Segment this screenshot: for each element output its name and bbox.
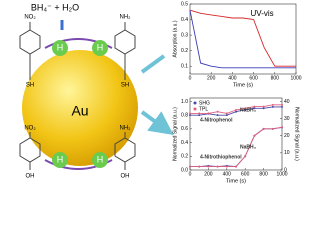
x-tick-label: 800 — [259, 171, 268, 177]
point — [225, 165, 228, 168]
point — [244, 107, 247, 110]
point — [216, 110, 219, 113]
point — [262, 107, 265, 110]
point — [262, 127, 265, 130]
y-tick-label: 0.8 — [181, 112, 188, 118]
point — [244, 155, 247, 158]
x-tick-label: 0 — [189, 171, 192, 177]
y-axis-label: Normalized Signal (a.u.) — [172, 107, 178, 161]
chart-title: UV-vis — [251, 9, 274, 18]
point — [271, 105, 274, 108]
x-tick-label: 200 — [204, 171, 213, 177]
point — [244, 108, 247, 111]
core-label: Au — [71, 103, 88, 119]
y2-tick-label: 20 — [284, 133, 290, 139]
point — [281, 103, 283, 106]
x-axis-label: Time (s) — [226, 178, 246, 184]
group-label: NH₂ — [120, 15, 132, 21]
group-label: OH — [121, 174, 130, 180]
x-tick-label: 400 — [223, 171, 232, 177]
y2-tick-label: 30 — [284, 116, 290, 122]
annotation: 4-Nitrothiophenol — [200, 154, 242, 160]
x-tick-label: 200 — [207, 75, 216, 81]
y-tick-label: 0.5 — [181, 1, 188, 7]
point — [253, 105, 256, 108]
series-line — [189, 9, 296, 67]
x-tick-label: 600 — [241, 171, 250, 177]
reagent: BH₄⁻ + H₂O — [31, 2, 79, 12]
legend-label: TPL — [199, 106, 208, 112]
x-tick-label: 1000 — [290, 75, 301, 81]
flow-arrow — [140, 54, 164, 128]
y2-tick-label: 10 — [284, 150, 290, 156]
legend-swatch — [193, 101, 197, 105]
point — [207, 112, 210, 115]
y-tick-label: 0.6 — [181, 126, 188, 132]
point — [253, 107, 256, 110]
legend-label: SHG — [199, 100, 210, 106]
point — [271, 127, 274, 130]
y-tick-label: 0.2 — [181, 154, 188, 160]
y-tick-label: 0.1 — [181, 64, 188, 70]
point — [235, 109, 237, 111]
y-tick-label: 0.2 — [181, 48, 188, 54]
molecules — [19, 22, 136, 170]
annotation: 4-Nitrophenol — [200, 117, 233, 123]
plot-frame — [189, 3, 297, 75]
legend-swatch — [193, 107, 197, 111]
h-label: H — [57, 42, 64, 52]
y-tick-label: 1.0 — [181, 99, 188, 105]
point — [271, 103, 274, 106]
point — [207, 165, 210, 168]
x-tick-label: 400 — [228, 75, 237, 81]
x-tick-label: 800 — [271, 75, 280, 81]
point — [235, 165, 237, 168]
x-tick-label: 0 — [189, 75, 192, 81]
series-line — [189, 10, 296, 69]
point — [225, 112, 228, 115]
group-label: OH — [26, 174, 35, 180]
x-tick-label: 600 — [249, 75, 258, 81]
group-label: NO₂ — [24, 126, 36, 132]
annotation: NaBH₄ — [240, 107, 257, 113]
point — [281, 126, 283, 129]
gold-particle — [22, 50, 138, 166]
y-axis-label: Absorption (a.u.) — [172, 20, 178, 57]
point — [262, 105, 265, 108]
x-axis-label: Time (s) — [233, 82, 253, 88]
group-label: SH — [121, 83, 129, 89]
point — [235, 110, 237, 113]
point — [198, 165, 201, 168]
point — [198, 112, 201, 115]
y-tick-label: 0.3 — [181, 32, 188, 38]
group-label: NO₂ — [24, 15, 36, 21]
y-tick-label: 0.0 — [181, 167, 188, 173]
h-label: H — [57, 154, 64, 164]
y-tick-label: 0.4 — [181, 17, 188, 23]
point — [216, 114, 219, 117]
figure: BH₄⁻ + H₂O Au H H H H NO₂ NH₂ SH SH NO₂ … — [19, 1, 302, 184]
h-label: H — [97, 42, 104, 52]
h-label: H — [97, 154, 104, 164]
point — [189, 114, 191, 117]
point — [225, 114, 228, 117]
point — [189, 112, 191, 115]
y2-tick-label: 40 — [284, 99, 290, 105]
annotation: NaBH₄ — [240, 144, 257, 150]
point — [198, 114, 201, 117]
group-label: SH — [26, 83, 34, 89]
point — [253, 134, 256, 137]
point — [189, 165, 191, 168]
h-circles — [52, 40, 108, 168]
y-tick-label: 0.4 — [181, 140, 188, 146]
group-label: NH₂ — [120, 126, 132, 132]
y2-axis-label: Normalized Signal (a.u.) — [294, 107, 300, 161]
point — [281, 105, 283, 108]
x-tick-label: 1000 — [276, 171, 287, 177]
point — [216, 165, 219, 168]
y2-tick-label: 0 — [284, 167, 287, 173]
